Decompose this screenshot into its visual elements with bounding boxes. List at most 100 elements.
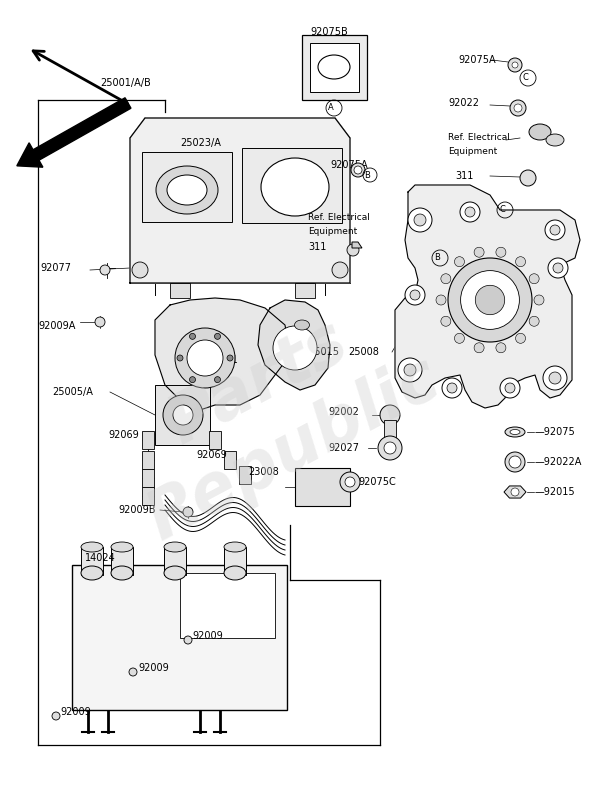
Circle shape (550, 225, 560, 235)
Text: 92075A: 92075A (330, 160, 368, 170)
Ellipse shape (81, 566, 103, 580)
Circle shape (215, 377, 221, 382)
Circle shape (454, 257, 464, 267)
Text: Parts
Republic: Parts Republic (101, 278, 451, 554)
Text: A: A (328, 104, 334, 112)
Circle shape (380, 405, 400, 425)
Circle shape (398, 358, 422, 382)
Text: 92009: 92009 (60, 707, 91, 717)
Ellipse shape (164, 566, 186, 580)
FancyArrow shape (17, 98, 131, 167)
Circle shape (190, 377, 196, 382)
Bar (224, 451, 236, 469)
Text: —92015: —92015 (535, 487, 575, 497)
Circle shape (512, 62, 518, 68)
Circle shape (410, 290, 420, 300)
Bar (295, 283, 315, 298)
Ellipse shape (164, 542, 186, 552)
Circle shape (351, 163, 365, 177)
Polygon shape (155, 298, 290, 410)
Ellipse shape (529, 124, 551, 140)
Circle shape (332, 262, 348, 278)
Circle shape (461, 271, 520, 330)
Circle shape (408, 208, 432, 232)
Ellipse shape (261, 158, 329, 216)
Bar (142, 469, 154, 487)
Circle shape (404, 364, 416, 376)
Circle shape (442, 378, 462, 398)
Circle shape (515, 334, 526, 343)
Circle shape (132, 262, 148, 278)
Bar (209, 431, 221, 449)
Ellipse shape (224, 542, 246, 552)
Text: B: B (364, 170, 370, 180)
Circle shape (529, 274, 539, 283)
Ellipse shape (505, 427, 525, 437)
Text: 92075B: 92075B (310, 27, 348, 37)
Bar (302, 35, 367, 100)
Text: 25015: 25015 (308, 347, 339, 357)
Text: 92009: 92009 (192, 631, 223, 641)
Ellipse shape (318, 55, 350, 79)
Text: 92009: 92009 (138, 663, 169, 673)
Text: Equipment: Equipment (448, 148, 497, 156)
Bar (180, 573, 275, 638)
Ellipse shape (81, 542, 103, 552)
Bar (111, 547, 133, 575)
Bar (142, 431, 154, 449)
Bar (142, 152, 232, 222)
Circle shape (529, 316, 539, 327)
Polygon shape (258, 300, 330, 390)
Text: Equipment: Equipment (308, 228, 357, 236)
Circle shape (187, 340, 223, 376)
Circle shape (378, 436, 402, 460)
Circle shape (515, 257, 526, 267)
Circle shape (173, 405, 193, 425)
Circle shape (505, 383, 515, 393)
Circle shape (549, 372, 561, 384)
Text: 25005/A: 25005/A (52, 387, 93, 397)
Text: A: A (287, 182, 295, 192)
Circle shape (454, 334, 464, 343)
Text: C: C (522, 74, 528, 82)
Text: 92022: 92022 (448, 98, 479, 108)
Circle shape (475, 285, 505, 315)
Circle shape (273, 326, 317, 370)
Circle shape (548, 258, 568, 278)
Circle shape (509, 456, 521, 468)
Circle shape (345, 477, 355, 487)
Circle shape (52, 712, 60, 720)
Ellipse shape (111, 566, 133, 580)
Ellipse shape (167, 175, 207, 205)
Text: 92075C: 92075C (358, 477, 396, 487)
Circle shape (508, 58, 522, 72)
Text: C: C (499, 206, 505, 214)
Bar (142, 451, 154, 469)
Bar (170, 283, 190, 298)
Bar (384, 420, 396, 438)
Text: 311: 311 (455, 171, 473, 181)
Text: —92075: —92075 (535, 427, 576, 437)
Circle shape (505, 452, 525, 472)
Text: 23008: 23008 (248, 467, 279, 477)
Text: B: B (434, 254, 440, 262)
Circle shape (520, 170, 536, 186)
Circle shape (543, 366, 567, 390)
Polygon shape (130, 118, 350, 283)
Ellipse shape (111, 542, 133, 552)
Bar (164, 547, 186, 575)
Circle shape (496, 343, 506, 352)
Circle shape (511, 488, 519, 496)
Ellipse shape (224, 566, 246, 580)
Circle shape (184, 636, 192, 644)
Circle shape (354, 166, 362, 174)
Text: 25008: 25008 (348, 347, 379, 357)
Circle shape (474, 343, 484, 352)
Text: 92009B: 92009B (118, 505, 155, 515)
Circle shape (545, 220, 565, 240)
Circle shape (510, 100, 526, 116)
Text: 92069: 92069 (196, 450, 227, 460)
Polygon shape (395, 185, 580, 408)
Bar (224, 547, 246, 575)
Circle shape (460, 202, 480, 222)
